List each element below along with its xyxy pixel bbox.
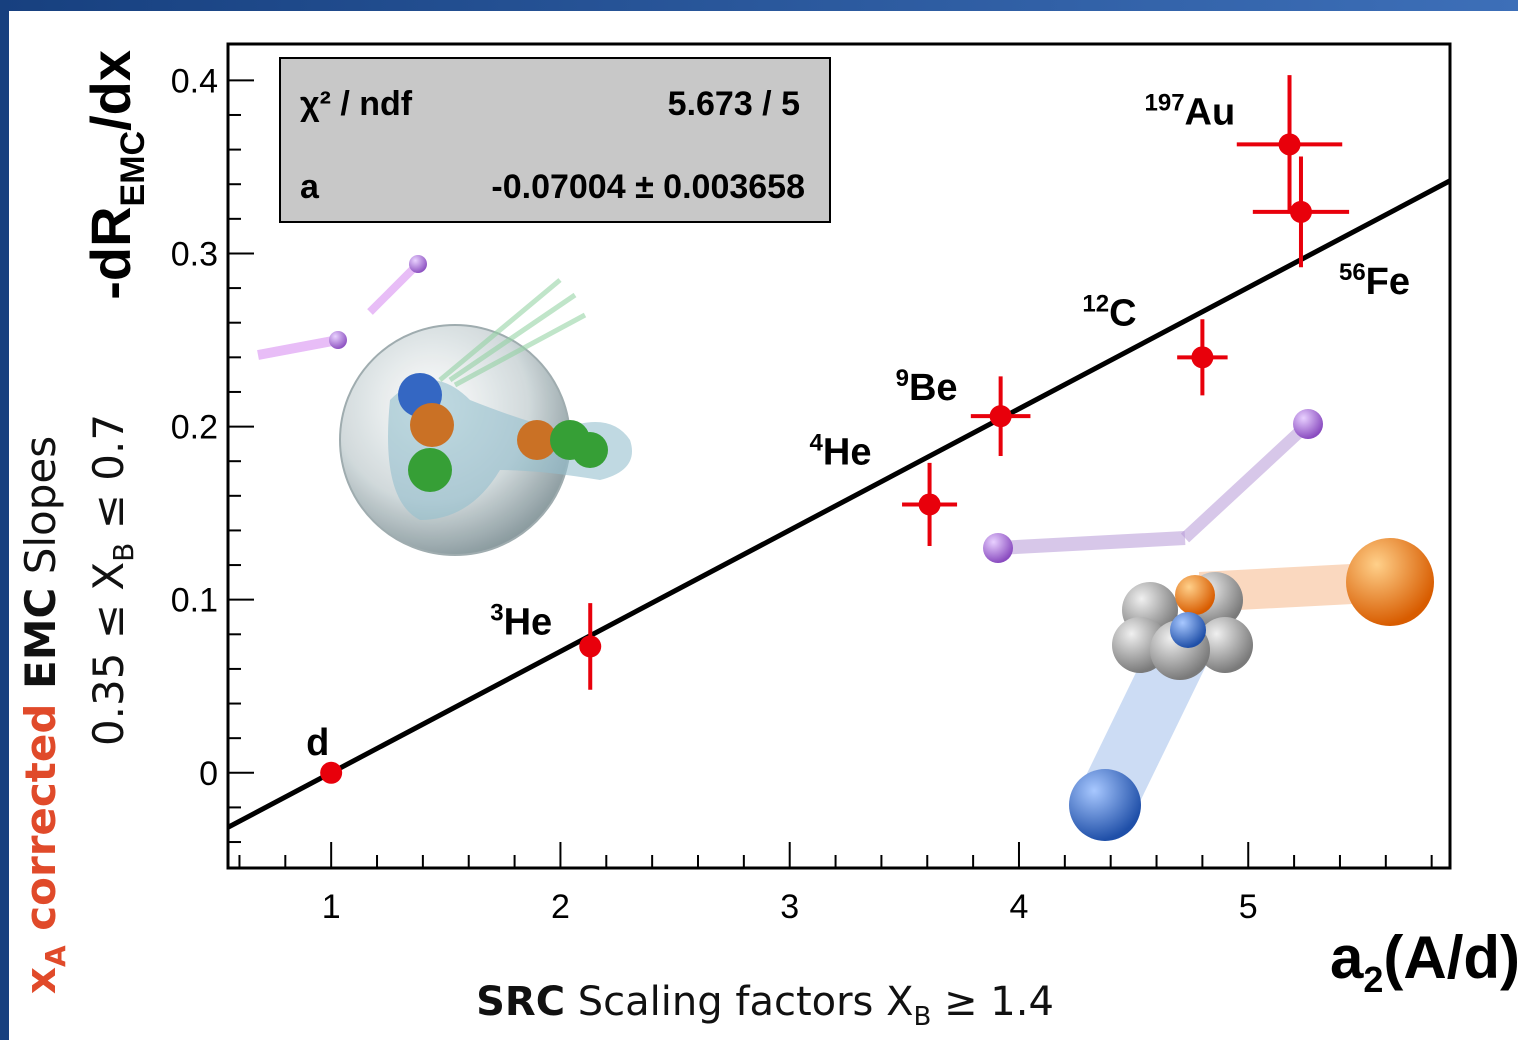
data-point <box>320 762 342 784</box>
x-tick-label: 3 <box>780 888 799 926</box>
x-tick-label: 2 <box>551 888 570 926</box>
y-axis-title-main: -dR <box>79 206 142 299</box>
x-caption: SRC Scaling factors XB ≥ 1.4 <box>476 979 1054 1032</box>
point-label-mass: 4 <box>810 429 824 456</box>
x-axis-title-tail: (A/d) <box>1383 924 1518 991</box>
y-tick-label: 0.3 <box>171 235 218 273</box>
x-axis-title-main: a <box>1330 924 1364 991</box>
stats-label: a <box>300 168 320 206</box>
point-label-mass: 12 <box>1082 290 1109 317</box>
side-caption-red: corrected <box>16 689 65 945</box>
y-tick-label: 0.1 <box>171 582 218 620</box>
stats-label: χ² / ndf <box>300 85 413 123</box>
y-axis-title-sub: EMC <box>114 131 152 207</box>
x-caption-text: Scaling factors X <box>565 979 913 1025</box>
x-axis-title: a2(A/d) <box>1330 924 1518 1000</box>
data-point <box>1191 346 1213 368</box>
y-caption: 0.35 ≤ XB ≤ 0.7 <box>84 414 140 746</box>
side-caption-text: Slopes <box>16 436 65 588</box>
side-caption-x-sub: A <box>39 945 72 967</box>
x-caption-tail: ≥ 1.4 <box>931 979 1054 1025</box>
x-caption-bold: SRC <box>476 979 565 1025</box>
point-label: d <box>306 722 329 764</box>
stats-value: 5.673 / 5 <box>668 85 800 123</box>
x-axis-title-sub: 2 <box>1363 959 1383 1000</box>
side-caption-bold: EMC <box>16 588 65 689</box>
point-label-symbol: Au <box>1185 91 1236 133</box>
point-label-mass: 56 <box>1339 259 1366 286</box>
data-point <box>1279 133 1301 155</box>
y-axis-title-tail: /dx <box>79 50 142 131</box>
y-caption-tail: ≤ 0.7 <box>84 414 133 543</box>
x-tick-label: 4 <box>1010 888 1029 926</box>
data-point <box>990 405 1012 427</box>
y-tick-label: 0.2 <box>171 409 218 447</box>
x-tick-label: 5 <box>1239 888 1258 926</box>
y-caption-sub: B <box>107 543 140 562</box>
point-label-mass: 9 <box>896 365 909 392</box>
point-label-mass: 197 <box>1145 89 1185 116</box>
point-label-symbol: He <box>504 601 553 643</box>
stats-value: -0.07004 ± 0.003658 <box>491 168 805 206</box>
point-label-symbol: C <box>1109 292 1136 334</box>
y-tick-label: 0.4 <box>171 62 218 100</box>
point-label-symbol: He <box>823 431 872 473</box>
side-caption-x: x <box>16 967 65 994</box>
point-label-symbol: Be <box>909 367 958 409</box>
y-caption-pre: 0.35 ≤ X <box>84 562 133 746</box>
data-point <box>1290 201 1312 223</box>
slide: 1234500.10.20.30.4d3He4He9Be12C56Fe197Au… <box>0 0 1518 1040</box>
point-label-symbol: Fe <box>1366 261 1410 303</box>
point-label-symbol: d <box>306 722 329 764</box>
data-point <box>579 635 601 657</box>
x-tick-label: 1 <box>322 888 341 926</box>
x-caption-sub: B <box>914 1002 932 1032</box>
y-tick-label: 0 <box>199 755 218 793</box>
point-label-mass: 3 <box>490 599 503 626</box>
side-caption: xA corrected EMC Slopes <box>16 436 72 994</box>
data-point <box>919 493 941 515</box>
